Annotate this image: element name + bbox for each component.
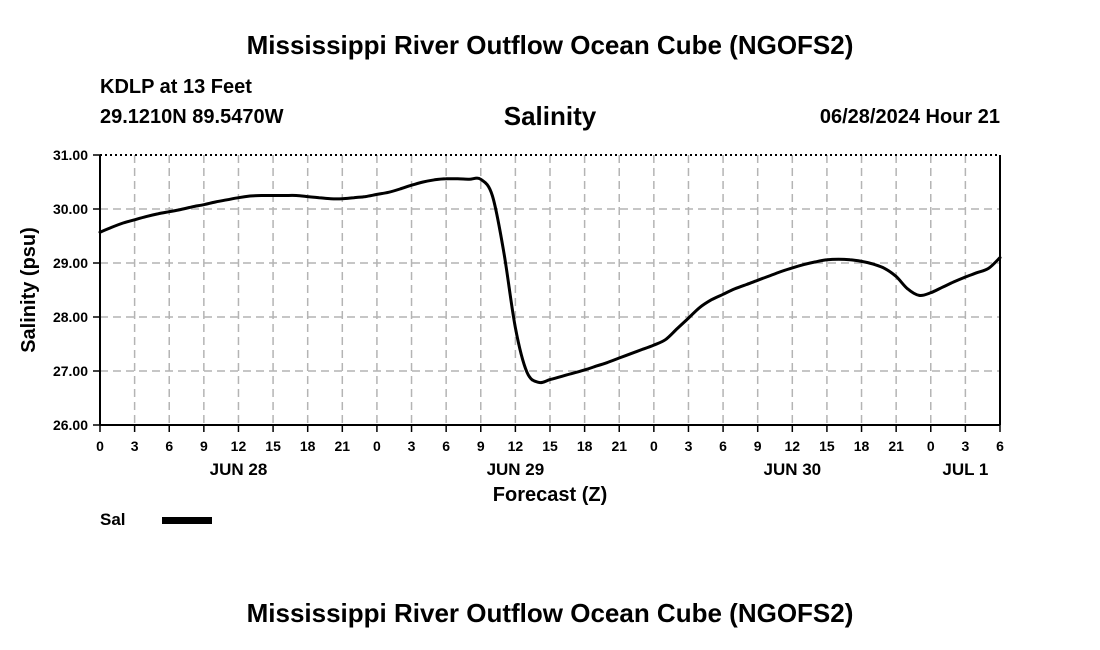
x-tick-label: 3: [961, 438, 969, 454]
date-label: JUL 1: [942, 460, 988, 479]
date-label: JUN 29: [487, 460, 545, 479]
x-tick-label: 12: [785, 438, 801, 454]
y-tick-label: 30.00: [53, 201, 88, 217]
legend-line-swatch: [162, 517, 212, 524]
x-tick-label: 21: [335, 438, 351, 454]
x-tick-label: 0: [373, 438, 381, 454]
x-tick-label: 21: [888, 438, 904, 454]
x-tick-label: 0: [650, 438, 658, 454]
x-tick-label: 6: [719, 438, 727, 454]
forecast-datetime: 06/28/2024 Hour 21: [819, 106, 1000, 128]
chart-footer-title: Mississippi River Outflow Ocean Cube (NG…: [246, 598, 854, 628]
x-tick-label: 15: [265, 438, 281, 454]
y-axis-title: Salinity (psu): [18, 227, 40, 353]
series-line-sal: [98, 176, 1002, 385]
x-tick-label: 15: [542, 438, 558, 454]
y-tick-label: 28.00: [53, 309, 88, 325]
x-tick-label: 9: [200, 438, 208, 454]
x-tick-label: 9: [477, 438, 485, 454]
y-tick-label: 26.00: [53, 417, 88, 433]
x-axis-title: Forecast (Z): [493, 484, 607, 506]
y-tick-label: 31.00: [53, 147, 88, 163]
x-tick-label: 0: [927, 438, 935, 454]
x-tick-label: 18: [577, 438, 593, 454]
y-tick-label: 29.00: [53, 255, 88, 271]
y-tick-label: 27.00: [53, 363, 88, 379]
x-tick-label: 12: [231, 438, 247, 454]
date-label: JUN 28: [210, 460, 268, 479]
x-tick-label: 6: [996, 438, 1004, 454]
x-tick-label: 3: [685, 438, 693, 454]
x-tick-label: 3: [408, 438, 416, 454]
x-tick-label: 18: [300, 438, 316, 454]
x-tick-label: 3: [131, 438, 139, 454]
chart-main-title: Mississippi River Outflow Ocean Cube (NG…: [246, 30, 854, 60]
x-tick-label: 15: [819, 438, 835, 454]
x-tick-label: 6: [442, 438, 450, 454]
variable-title: Salinity: [503, 101, 597, 131]
station-label: KDLP at 13 Feet: [100, 76, 252, 98]
x-tick-label: 12: [508, 438, 524, 454]
x-tick-label: 0: [96, 438, 104, 454]
legend-label: Sal: [100, 510, 126, 529]
x-tick-label: 18: [854, 438, 870, 454]
x-tick-label: 6: [165, 438, 173, 454]
station-coordinates: 29.1210N 89.5470W: [100, 106, 284, 128]
x-tick-label: 21: [611, 438, 627, 454]
date-label: JUN 30: [763, 460, 821, 479]
x-tick-label: 9: [754, 438, 762, 454]
